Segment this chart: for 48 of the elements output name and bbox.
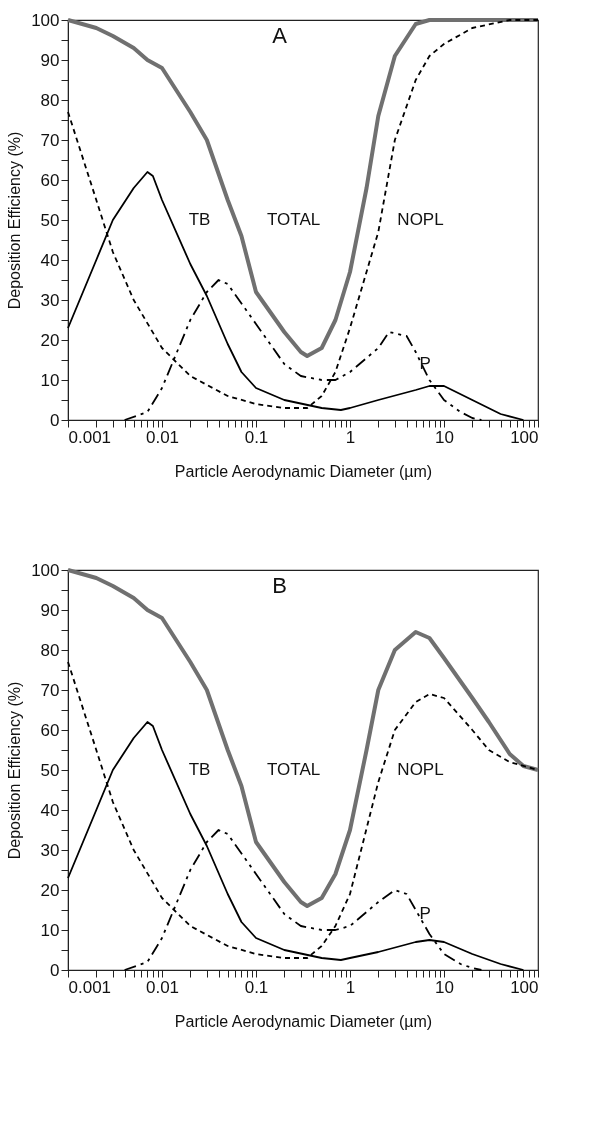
y-tick-label: 60 bbox=[40, 170, 60, 190]
y-axis-title: Deposition Efficiency (%) bbox=[6, 131, 24, 310]
y-tick-label: 30 bbox=[40, 290, 60, 310]
annotation: P bbox=[419, 354, 431, 373]
y-axis-title: Deposition Efficiency (%) bbox=[6, 681, 24, 860]
annotation: TOTAL bbox=[266, 760, 321, 779]
x-tick-label: 1 bbox=[345, 427, 356, 447]
y-tick-label: 40 bbox=[40, 250, 60, 270]
x-tick-label: 0.1 bbox=[244, 427, 269, 447]
x-tick-label: 0.001 bbox=[68, 977, 112, 997]
x-tick-label: 0.01 bbox=[145, 427, 180, 447]
x-tick-label: 100 bbox=[510, 427, 539, 447]
y-tick-label: 0 bbox=[50, 410, 60, 430]
chart-title: A bbox=[272, 23, 288, 48]
x-tick-label: 10 bbox=[435, 977, 454, 997]
x-tick-label: 0.01 bbox=[145, 977, 180, 997]
annotation: TOTAL bbox=[266, 210, 321, 229]
annotation: TB bbox=[188, 210, 211, 229]
annotation: P bbox=[419, 904, 431, 923]
x-tick-label: 0.1 bbox=[244, 977, 269, 997]
y-tick-label: 60 bbox=[40, 720, 60, 740]
x-axis-title: Particle Aerodynamic Diameter (µm) bbox=[174, 1012, 433, 1030]
y-tick-label: 10 bbox=[40, 370, 60, 390]
chart-title: B bbox=[272, 573, 287, 598]
x-axis-title: Particle Aerodynamic Diameter (µm) bbox=[174, 462, 433, 480]
y-tick-label: 70 bbox=[40, 680, 60, 700]
y-tick-label: 100 bbox=[31, 10, 60, 30]
x-tick-label: 10 bbox=[435, 427, 454, 447]
annotation: NOPL bbox=[397, 760, 444, 779]
y-tick-label: 50 bbox=[40, 210, 60, 230]
x-tick-label: 0.001 bbox=[68, 427, 112, 447]
y-tick-label: 50 bbox=[40, 760, 60, 780]
x-tick-label: 100 bbox=[510, 977, 539, 997]
y-tick-label: 80 bbox=[40, 640, 60, 660]
y-tick-label: 70 bbox=[40, 130, 60, 150]
y-tick-label: 80 bbox=[40, 90, 60, 110]
y-tick-label: 90 bbox=[40, 600, 60, 620]
y-tick-label: 30 bbox=[40, 840, 60, 860]
annotation: NOPL bbox=[397, 210, 444, 229]
y-tick-label: 10 bbox=[40, 920, 60, 940]
annotation: TB bbox=[188, 760, 211, 779]
y-tick-label: 100 bbox=[31, 560, 60, 580]
x-tick-label: 1 bbox=[345, 977, 356, 997]
y-tick-label: 20 bbox=[40, 330, 60, 350]
y-tick-label: 0 bbox=[50, 960, 60, 980]
y-tick-label: 40 bbox=[40, 800, 60, 820]
y-tick-label: 90 bbox=[40, 50, 60, 70]
y-tick-label: 20 bbox=[40, 880, 60, 900]
